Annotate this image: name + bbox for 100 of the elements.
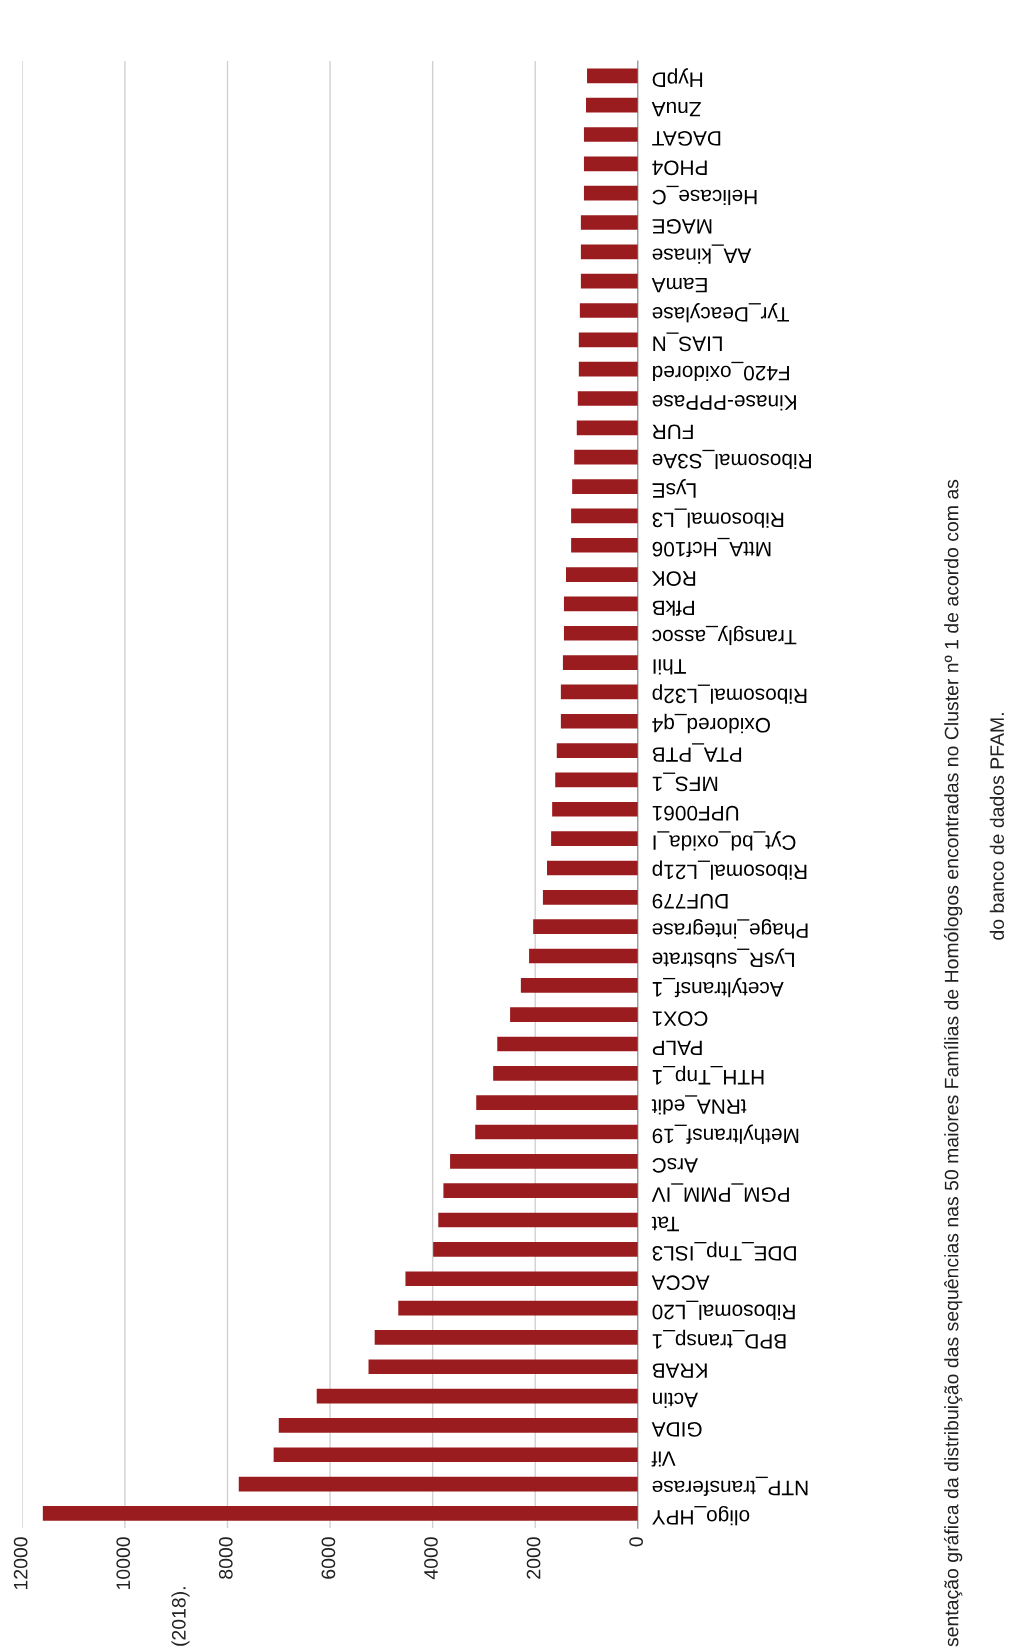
y-tick-label: Tyr_Deacylase bbox=[652, 302, 790, 323]
y-tick-label: EamA bbox=[651, 277, 707, 293]
y-tick-label: Kinase-PPPase bbox=[652, 395, 796, 411]
bar bbox=[475, 1124, 638, 1140]
bar bbox=[578, 361, 638, 377]
bar bbox=[556, 743, 638, 758]
y-tick-label: DUF779 bbox=[652, 893, 728, 909]
y-tick-label: tRNA_edit bbox=[651, 1095, 747, 1115]
y-tick-label: HTH_Tnp_1 bbox=[652, 1065, 764, 1085]
y-tick-label: UPF0061 bbox=[652, 805, 739, 821]
bar bbox=[493, 1066, 638, 1081]
bar bbox=[577, 391, 638, 406]
x-tick-label: 6000 bbox=[321, 1537, 336, 1579]
x-tick-label: 10000 bbox=[116, 1537, 131, 1590]
y-tick-label: Ribosomal_L20 bbox=[652, 1300, 795, 1320]
y-tick-label: PTA_PTB bbox=[652, 743, 742, 762]
bar bbox=[551, 831, 638, 846]
y-tick-label: LIAS_N bbox=[653, 332, 722, 352]
bar bbox=[583, 127, 638, 142]
y-tick-label: KRAB bbox=[652, 1363, 707, 1378]
bar bbox=[560, 713, 638, 729]
bar bbox=[586, 97, 638, 113]
y-tick-label: MFS_1 bbox=[652, 772, 718, 792]
bar bbox=[566, 567, 638, 582]
bar bbox=[580, 273, 638, 289]
y-tick-label: Phage_integrase bbox=[652, 919, 808, 939]
text: sentação gráfica da distribuição das sequências nas 50 maiores Famílias de Homólogos encontradas no Cluster nº 1 de acordo com as bbox=[943, 479, 963, 1647]
y-tick-label: Ribosomal_L21p bbox=[652, 860, 807, 880]
y-tick-label: AA_kinase bbox=[652, 244, 752, 264]
y-tick-label: PGM_PMM_IV bbox=[651, 1183, 789, 1203]
bar bbox=[547, 860, 638, 876]
bar bbox=[529, 948, 638, 964]
bar bbox=[574, 449, 638, 465]
y-tick-label: F420_oxidored bbox=[653, 361, 789, 382]
y-tick-label: HypD bbox=[652, 68, 703, 87]
bar bbox=[450, 1154, 638, 1169]
bar bbox=[497, 1036, 638, 1052]
bar bbox=[583, 185, 638, 201]
y-tick-label: BPD_transp_1 bbox=[652, 1329, 786, 1349]
y-tick-label: GIDA bbox=[651, 1421, 702, 1437]
bar bbox=[552, 801, 638, 817]
x-tick-label: 12000 bbox=[13, 1537, 28, 1590]
y-tick-label: PALP bbox=[652, 1040, 702, 1056]
text: do banco de dados PFAM. bbox=[989, 713, 1005, 940]
bar bbox=[42, 1506, 638, 1521]
y-tick-label: Transgly_assoc bbox=[652, 625, 797, 646]
bar bbox=[273, 1447, 638, 1463]
bar bbox=[571, 537, 638, 553]
y-tick-label: ZnuA bbox=[651, 101, 701, 117]
y-tick-label: LysR_substrate bbox=[652, 948, 794, 968]
bar bbox=[580, 244, 638, 260]
y-tick-label: Cyt_bd_oxida_I bbox=[653, 831, 796, 851]
x-tick-label: 8000 bbox=[218, 1537, 233, 1579]
bar bbox=[562, 655, 638, 670]
y-tick-label: DDE_Tnp_ISL3 bbox=[652, 1241, 796, 1261]
y-tick-label: Vif bbox=[651, 1451, 676, 1467]
bar bbox=[587, 68, 638, 84]
y-tick-label: Actin bbox=[653, 1392, 698, 1408]
bar bbox=[476, 1095, 638, 1111]
y-tick-label: Ribosomal_S3Ae bbox=[652, 449, 811, 470]
bar bbox=[576, 420, 638, 436]
y-tick-label: DAGAT bbox=[652, 131, 721, 146]
y-tick-label: Helicase_C bbox=[652, 185, 757, 206]
y-tick-label: ArsC bbox=[652, 1157, 698, 1173]
bar bbox=[374, 1330, 638, 1345]
y-tick-label: Acetyltransf_1 bbox=[652, 977, 784, 998]
y-tick-label: NTP_transferase bbox=[652, 1476, 808, 1496]
y-tick-label: ACCA bbox=[651, 1275, 710, 1291]
y-tick-label: LysE bbox=[652, 479, 696, 498]
y-tick-label: MttA_Hcf106 bbox=[652, 537, 771, 558]
bar bbox=[563, 596, 638, 612]
y-tick-label: FUR bbox=[652, 424, 693, 439]
bar bbox=[583, 156, 638, 172]
x-tick-label: 2000 bbox=[526, 1537, 541, 1579]
bar bbox=[533, 919, 638, 934]
bar bbox=[572, 479, 638, 494]
y-tick-label: PHO4 bbox=[652, 160, 707, 176]
y-tick-label: COX1 bbox=[652, 1011, 708, 1026]
bar bbox=[278, 1418, 638, 1433]
bar bbox=[443, 1183, 638, 1199]
bar bbox=[563, 625, 638, 641]
y-tick-label: ThiI bbox=[653, 659, 686, 675]
bar bbox=[405, 1271, 638, 1287]
y-tick-label: ROK bbox=[651, 571, 696, 586]
bar bbox=[579, 303, 638, 318]
bar bbox=[238, 1476, 638, 1492]
bar bbox=[520, 977, 638, 993]
bar bbox=[510, 1007, 638, 1022]
bar bbox=[580, 215, 638, 230]
bar bbox=[542, 889, 638, 905]
y-tick-label: MAGE bbox=[652, 219, 712, 234]
y-tick-label: Tat bbox=[651, 1216, 680, 1232]
x-tick-label: 0 bbox=[629, 1537, 644, 1547]
bar bbox=[433, 1242, 638, 1257]
y-tick-label: Oxidored_q4 bbox=[652, 713, 770, 734]
bar bbox=[578, 332, 638, 348]
bar bbox=[560, 684, 638, 700]
bar bbox=[438, 1212, 638, 1228]
bar bbox=[571, 508, 638, 524]
y-tick-label: oligo_HPY bbox=[652, 1505, 750, 1526]
